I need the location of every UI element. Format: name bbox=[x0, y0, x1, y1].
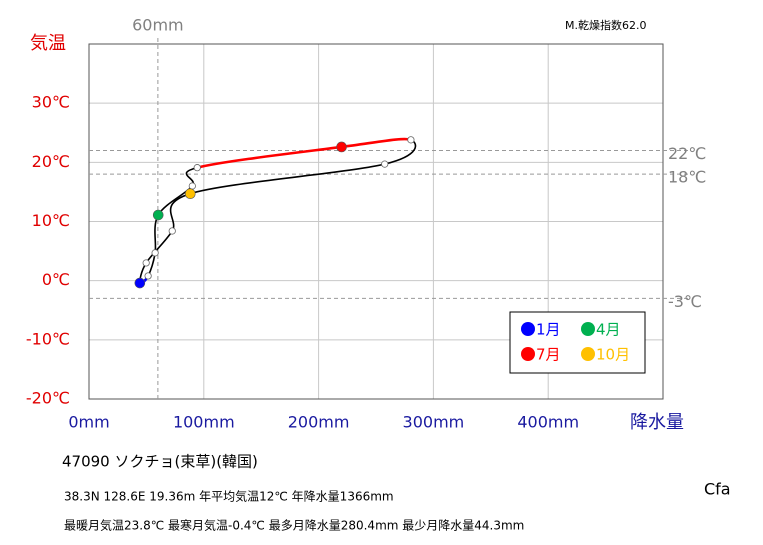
legend-box bbox=[509, 311, 646, 374]
x-tick-label: 0mm bbox=[68, 413, 109, 432]
month-point bbox=[151, 249, 159, 257]
plot-frame bbox=[88, 43, 664, 400]
station-stats: 最暖月気温23.8℃ 最寒月気温-0.4℃ 最多月降水量280.4mm 最少月降… bbox=[64, 518, 524, 533]
x-tick-label: 100mm bbox=[173, 413, 235, 432]
legend-marker bbox=[581, 347, 595, 361]
month-point bbox=[193, 164, 201, 172]
x-tick-label: 400mm bbox=[517, 413, 579, 432]
reference-label: 60mm bbox=[132, 16, 184, 35]
y-tick-label: -10℃ bbox=[26, 329, 70, 348]
month-point bbox=[152, 209, 164, 221]
month-point bbox=[184, 188, 196, 199]
month-point bbox=[188, 182, 196, 190]
y-tick-label: 20℃ bbox=[32, 152, 70, 171]
reference-label: -3℃ bbox=[668, 292, 702, 311]
legend-label: 4月 bbox=[596, 321, 621, 339]
climate-line bbox=[196, 145, 342, 169]
station-info: 38.3N 128.6E 19.36m 年平均気温12℃ 年降水量1366mm bbox=[64, 489, 394, 504]
y-tick-label: 10℃ bbox=[32, 211, 70, 230]
legend-marker bbox=[521, 322, 535, 336]
month-point bbox=[142, 259, 150, 267]
y-tick-label: -20℃ bbox=[26, 389, 70, 408]
dryness-index: M.乾燥指数62.0 bbox=[565, 18, 646, 32]
station-name: 47090 ソクチョ(束草)(韓国) bbox=[62, 453, 258, 471]
legend-label: 7月 bbox=[536, 346, 561, 364]
month-point bbox=[134, 277, 146, 289]
y-tick-label: 0℃ bbox=[42, 270, 70, 289]
y-tick-label: 30℃ bbox=[32, 93, 70, 112]
legend-label: 10月 bbox=[596, 346, 630, 364]
legend-marker bbox=[521, 347, 535, 361]
reference-label: 18℃ bbox=[668, 168, 706, 187]
month-point bbox=[144, 272, 152, 280]
y-axis-label: 気温 bbox=[30, 33, 66, 54]
legend-marker bbox=[581, 322, 595, 336]
month-point bbox=[407, 136, 415, 144]
month-point bbox=[381, 160, 389, 168]
x-axis-label: 降水量 bbox=[630, 412, 684, 433]
legend-label: 1月 bbox=[536, 321, 561, 339]
reference-label: 22℃ bbox=[668, 144, 706, 163]
climate-class: Cfa bbox=[704, 480, 731, 499]
x-tick-label: 200mm bbox=[288, 413, 350, 432]
x-tick-label: 300mm bbox=[403, 413, 465, 432]
month-point bbox=[168, 227, 176, 235]
month-point bbox=[336, 141, 347, 153]
climate-line bbox=[190, 163, 385, 195]
